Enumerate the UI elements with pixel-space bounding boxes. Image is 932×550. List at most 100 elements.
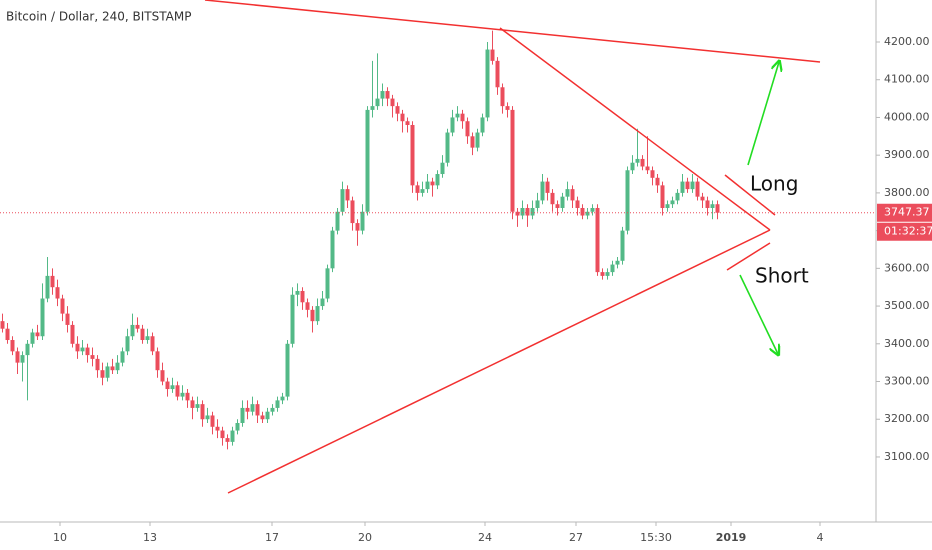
candle-body (675, 192, 680, 201)
y-tick-label: 3400.00 (884, 337, 930, 350)
candle-body (75, 343, 80, 352)
last-price-label: 3747.37 (884, 206, 930, 219)
candle-body (55, 287, 60, 299)
candle-body (570, 189, 575, 201)
candle-body (635, 158, 640, 163)
candle-body (340, 189, 345, 212)
x-tick-label: 10 (53, 531, 67, 544)
candle-body (245, 407, 250, 412)
candle-body (450, 117, 455, 133)
candle-body (485, 49, 490, 118)
candle-body (710, 204, 715, 208)
candle-body (400, 113, 405, 122)
candle-body (155, 351, 160, 371)
x-tick-label: 20 (358, 531, 372, 544)
candle-body (330, 230, 335, 269)
candle-body (680, 181, 685, 193)
candle-body (60, 298, 65, 314)
candle-body (695, 181, 700, 197)
countdown-badge (877, 222, 932, 241)
candle-body (140, 328, 145, 341)
candle-body (285, 343, 290, 397)
candle-body (435, 174, 440, 186)
y-tick-label: 3300.00 (884, 375, 930, 388)
candle-body (250, 404, 255, 412)
candle-body (215, 426, 220, 431)
annotation: Short (755, 264, 809, 288)
candle-body (0, 321, 5, 329)
candle-body (385, 91, 390, 99)
candle-body (180, 392, 185, 397)
candle-body (20, 355, 25, 363)
trend-line (227, 229, 771, 494)
candle-body (440, 162, 445, 175)
candle-body (35, 332, 40, 337)
candle-body (15, 351, 20, 363)
candle-body (165, 381, 170, 390)
arrow-up (747, 62, 779, 166)
candle-body (685, 181, 690, 190)
candle-body (290, 294, 295, 344)
candle-body (90, 355, 95, 359)
breakout-mark (726, 242, 771, 271)
candle-body (595, 207, 600, 273)
trend-line (204, 0, 821, 63)
candle-body (390, 98, 395, 107)
candle-body (220, 430, 225, 439)
candle-body (495, 60, 500, 88)
candle-body (700, 196, 705, 201)
candle-body (105, 366, 110, 378)
candle-body (445, 132, 450, 163)
x-tick-label: 17 (265, 531, 279, 544)
candle-body (200, 404, 205, 420)
candle-body (135, 324, 140, 329)
candle-body (325, 268, 330, 299)
candle-body (280, 396, 285, 401)
y-tick-label: 3900.00 (884, 148, 930, 161)
candle-body (360, 211, 365, 231)
candle-body (40, 298, 45, 337)
candle-body (650, 170, 655, 178)
candle-body (270, 407, 275, 412)
candle-body (205, 415, 210, 420)
candle-body (690, 181, 695, 190)
candle-body (405, 121, 410, 125)
candle-body (65, 313, 70, 325)
x-tick-label: 27 (569, 531, 583, 544)
candle-body (170, 385, 175, 390)
candle-body (185, 392, 190, 401)
candle-body (380, 91, 385, 99)
candle-body (225, 438, 230, 442)
candle-body (660, 185, 665, 208)
candle-body (705, 200, 710, 208)
candle-body (95, 358, 100, 371)
candle-body (50, 275, 55, 288)
candle-body (5, 328, 10, 341)
candle-body (115, 362, 120, 371)
candle-body (490, 49, 495, 61)
y-tick-label: 3500.00 (884, 299, 930, 312)
candle-body (355, 223, 360, 231)
candle-body (555, 204, 560, 208)
y-tick-label: 3600.00 (884, 261, 930, 274)
candle-body (275, 400, 280, 408)
candle-body (540, 181, 545, 201)
candle-body (100, 370, 105, 378)
candle-body (640, 158, 645, 167)
candle-body (375, 98, 380, 107)
x-tick-label: 15:30 (640, 531, 672, 544)
candle-body (420, 189, 425, 193)
candle-body (230, 430, 235, 442)
x-tick-label: 24 (478, 531, 492, 544)
candle-body (590, 207, 595, 212)
annotation: Long (750, 172, 798, 196)
candle-body (195, 404, 200, 408)
candle-body (550, 192, 555, 205)
candle-body (475, 132, 480, 148)
candle-body (470, 136, 475, 148)
candle-body (525, 207, 530, 216)
candle-body (370, 106, 375, 110)
candle-body (265, 411, 270, 420)
candle-body (160, 370, 165, 382)
